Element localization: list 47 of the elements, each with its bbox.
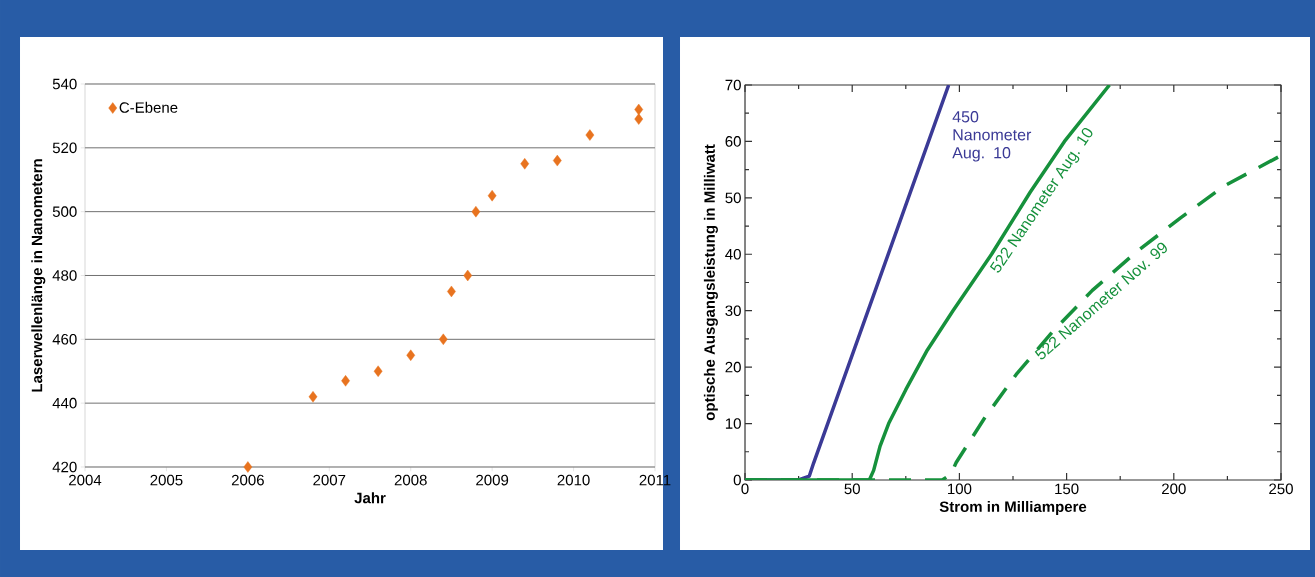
point	[373, 365, 383, 377]
point	[634, 113, 644, 125]
x-tick-label: 2004	[69, 474, 102, 486]
x-tick-label: 50	[844, 483, 860, 495]
point	[243, 461, 253, 473]
point	[406, 349, 416, 361]
y-tick-label: 460	[52, 334, 77, 345]
point	[438, 333, 448, 346]
y-tick-label: 70	[725, 79, 741, 91]
y-tick-label: 500	[52, 206, 77, 217]
y-axis-title: optische Ausgangsleistung in Milliwatt	[703, 144, 718, 421]
y-tick-label: 480	[52, 270, 77, 281]
y-axis-title: Laserwellenlänge in Nanometern	[31, 159, 46, 392]
x-tick-label: 2009	[476, 474, 509, 486]
x-tick-label: 2010	[557, 474, 590, 486]
x-axis-title: Jahr	[354, 492, 386, 504]
y-tick-label: 420	[52, 461, 77, 473]
y-tick-label: 540	[52, 78, 77, 90]
x-tick-label: 150	[1055, 483, 1079, 495]
x-tick-label: 0	[741, 483, 749, 495]
point	[520, 158, 530, 170]
y-tick-label: 10	[725, 418, 741, 429]
point	[341, 375, 350, 387]
x-tick-label: 250	[1269, 483, 1293, 495]
point	[552, 154, 562, 167]
x-tick-label: 2005	[150, 474, 183, 486]
y-tick-label: 520	[52, 142, 77, 154]
x-tick-label: 2006	[231, 474, 264, 486]
x-tick-label: 100	[948, 483, 972, 495]
y-tick-label: 440	[52, 397, 77, 409]
point	[634, 103, 644, 116]
point	[471, 205, 481, 218]
y-tick-label: 30	[725, 305, 741, 317]
series-label: 450 Nanometer Aug. 10	[952, 111, 1032, 162]
x-tick-label: 2007	[313, 474, 346, 486]
x-tick-label: 200	[1162, 483, 1186, 495]
point	[463, 269, 473, 282]
y-tick-label: 60	[725, 136, 741, 147]
point	[487, 190, 497, 202]
point	[585, 129, 595, 141]
point	[308, 391, 318, 403]
x-axis-title: Strom in Milliampere	[939, 501, 1087, 515]
x-tick-label: 2008	[394, 474, 427, 486]
y-tick-label: 50	[725, 192, 741, 204]
y-tick-label: 20	[725, 361, 741, 373]
y-tick-label: 40	[725, 248, 741, 260]
legend-label: C-Ebene	[119, 101, 178, 113]
